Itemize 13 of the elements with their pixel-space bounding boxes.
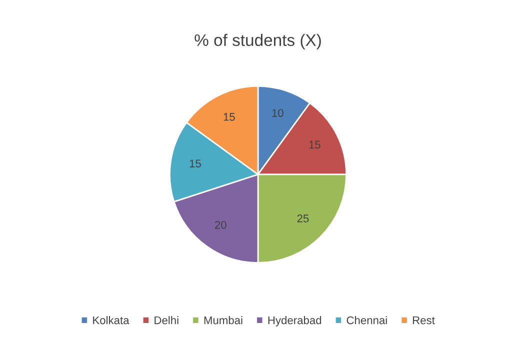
legend-label: Hyderabad <box>268 316 322 326</box>
data-label: 15 <box>224 113 235 121</box>
legend-label: Mumbai <box>204 316 242 324</box>
legend-label: Rest <box>412 316 435 324</box>
data-label: 20 <box>215 220 226 229</box>
chart-title: % of students (X) <box>194 34 321 50</box>
legend-label: Delhi <box>154 316 178 324</box>
legend-label: Chennai <box>346 316 387 324</box>
data-label: 15 <box>309 140 320 149</box>
legend-label: Kolkata <box>93 316 130 324</box>
data-label: 15 <box>190 160 201 168</box>
data-label: 10 <box>272 109 284 117</box>
data-label: 25 <box>297 214 309 222</box>
